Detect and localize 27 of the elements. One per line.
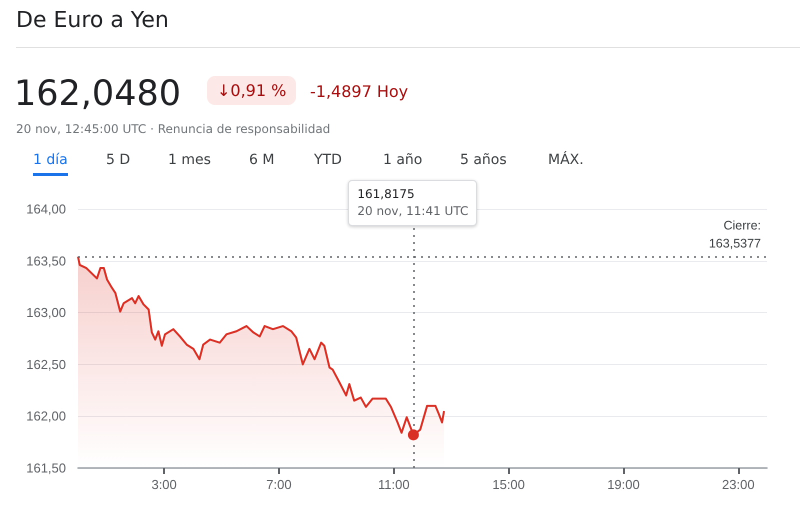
text: 162,0480	[14, 74, 182, 114]
text: 20 nov, 12:45:00 UTC · Renuncia de responsabilidad	[16, 122, 330, 136]
y-tick-label: 162,00	[26, 408, 66, 424]
text: 5 años	[460, 152, 507, 168]
text: 5 D	[106, 152, 130, 168]
text: 6 M	[249, 152, 274, 168]
text: 1 año	[383, 152, 422, 168]
x-tick-label: 3:00	[151, 477, 177, 492]
text: ↓0,91 %	[207, 76, 296, 105]
y-tick-label: 163,50	[26, 253, 66, 268]
ref-line-label: Cierre: 163,5377	[708, 218, 762, 251]
y-tick-label: 163,00	[26, 305, 66, 320]
y-tick-label: 164,00	[26, 202, 66, 216]
text: 1 día	[33, 152, 68, 176]
x-tick-label: 7:00	[266, 477, 292, 492]
text: -1,4897 Hoy	[310, 82, 408, 101]
y-tick-label: 162,50	[26, 356, 66, 372]
x-tick-label: 15:00	[492, 477, 525, 492]
annotation: 161,8175 20 nov, 11:41 UTC	[348, 180, 478, 226]
text: 1 mes	[168, 152, 211, 168]
y-tick-label: 161,50	[26, 460, 66, 476]
text: YTD	[314, 152, 342, 168]
chart-title: De Euro a Yen	[16, 8, 169, 33]
x-tick-label: 23:00	[722, 477, 755, 492]
x-tick-label: 11:00	[378, 477, 410, 492]
x-tick-label: 19:00	[607, 477, 640, 492]
text: MÁX.	[548, 152, 584, 168]
